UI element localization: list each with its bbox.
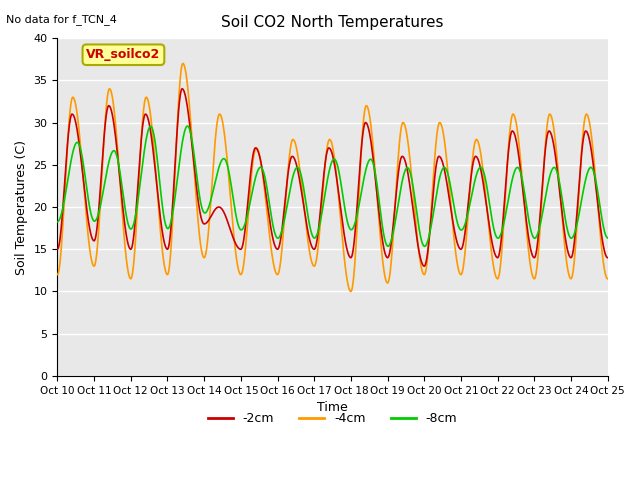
X-axis label: Time: Time	[317, 401, 348, 414]
Legend: -2cm, -4cm, -8cm: -2cm, -4cm, -8cm	[203, 408, 462, 431]
Y-axis label: Soil Temperatures (C): Soil Temperatures (C)	[15, 140, 28, 275]
Text: No data for f_TCN_4: No data for f_TCN_4	[6, 14, 117, 25]
Text: VR_soilco2: VR_soilco2	[86, 48, 161, 61]
Title: Soil CO2 North Temperatures: Soil CO2 North Temperatures	[221, 15, 444, 30]
